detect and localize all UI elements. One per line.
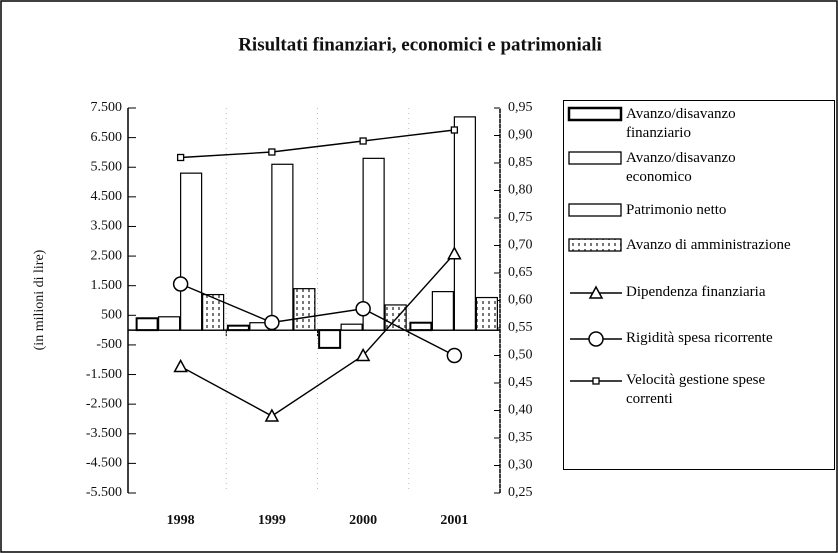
y-tick-label: 4.500 [91,189,123,204]
circle-marker [264,314,280,331]
x-tick-label: 1998 [167,513,195,528]
legend-swatch [570,285,622,299]
y-tick-label: 500 [101,308,122,323]
y2-tick-label: 0,70 [508,238,533,253]
circle-marker [172,276,189,292]
y-tick-label: 7.500 [91,100,123,115]
legend-label: Rigidità spesa ricorrente [626,330,773,346]
bar [226,324,250,332]
y-tick-label: -3.500 [86,426,122,441]
triangle-marker [447,246,462,260]
circle-marker [446,347,463,364]
y2-tick-label: 0,60 [508,293,533,308]
x-tick-label: 2001 [440,513,468,528]
line [180,283,455,357]
legend-swatch [568,203,622,217]
legend-swatch [570,331,622,347]
legend-item: Avanzo di amministrazione [564,236,791,256]
triangle-marker [173,358,188,373]
legend-label: Avanzo di amministrazione [626,237,791,253]
bar [431,291,454,331]
legend-item: Velocità gestione spese correnti [564,371,776,409]
y2-tick-label: 0,40 [508,403,533,418]
bar [409,321,433,332]
legend-swatch [568,151,622,165]
y-tick-label: -2.500 [86,396,122,411]
legend-item: Dipendenza finanziaria [564,283,776,303]
legend-label: Avanzo/disavanzo economico [626,150,736,185]
square-marker [450,126,459,134]
legend-box [568,203,622,217]
line [180,129,455,159]
legend-box [567,106,623,122]
y2-tick-label: 0,25 [508,485,533,500]
y2-tick-label: 0,45 [508,375,533,390]
y-tick-label: 3.500 [91,219,123,234]
y2-tick-label: 0,50 [508,348,533,363]
bar [271,163,294,331]
square-marker [176,153,185,162]
y-tick-label: -5.500 [86,485,122,500]
x-tick-label: 2000 [349,513,377,528]
y2-tick-label: 0,75 [508,210,533,225]
bar [384,304,407,331]
y-tick-label: -4.500 [86,456,122,471]
y-tick-label: -1.500 [86,367,122,382]
y-axis-label: (in milioni di lire) [32,249,47,350]
y2-tick-label: 0,85 [508,155,533,170]
triangle-marker [588,285,604,299]
y2-tick-label: 0,55 [508,320,533,335]
circle-marker [355,301,371,317]
y2-tick-label: 0,35 [508,430,533,445]
triangle-marker [264,408,280,422]
legend-label: Patrimonio netto [626,202,727,218]
bar [318,329,342,349]
legend: Avanzo/disavanzo finanziario Avanzo/disav… [563,100,835,470]
bar [362,157,385,331]
bar [202,293,225,331]
square-marker [268,148,276,156]
legend-swatch [568,238,622,252]
legend-label: Avanzo/disavanzo finanziario [626,106,736,141]
y2-tick-label: 0,80 [508,183,533,198]
bar [453,116,476,331]
line [180,253,455,417]
legend-item: Patrimonio netto [564,201,776,221]
y-tick-label: 2.500 [91,248,123,263]
legend-label: Dipendenza finanziaria [626,284,766,300]
bar [158,316,181,331]
legend-box [568,238,622,252]
y-tick-label: 5.500 [91,159,123,174]
triangle-marker [355,347,371,362]
chart-title: Risultati finanziari, economici e patrim… [238,34,602,55]
y2-tick-label: 0,90 [508,128,533,143]
legend-swatch [567,106,623,122]
y2-tick-label: 0,65 [508,265,533,280]
legend-item: Avanzo/disavanzo finanziario [564,105,776,143]
bar [135,317,159,332]
legend-item: Avanzo/disavanzo economico [564,149,776,187]
x-tick-label: 1999 [258,513,286,528]
legend-box [568,151,622,165]
y2-tick-label: 0,30 [508,458,533,473]
y2-tick-label: 0,95 [508,100,533,115]
bar [293,288,316,331]
bar [180,172,203,331]
circle-marker [588,331,604,347]
legend-item: Rigidità spesa ricorrente [564,329,776,349]
square-marker [359,137,367,145]
legend-swatch [570,377,622,385]
square-marker [592,377,600,385]
legend-label: Velocità gestione spese correnti [626,372,766,407]
bar [340,323,363,331]
y-tick-label: 6.500 [91,130,123,145]
y-tick-label: 1.500 [91,278,123,293]
bar [475,296,498,331]
y-tick-label: -500 [96,337,122,352]
